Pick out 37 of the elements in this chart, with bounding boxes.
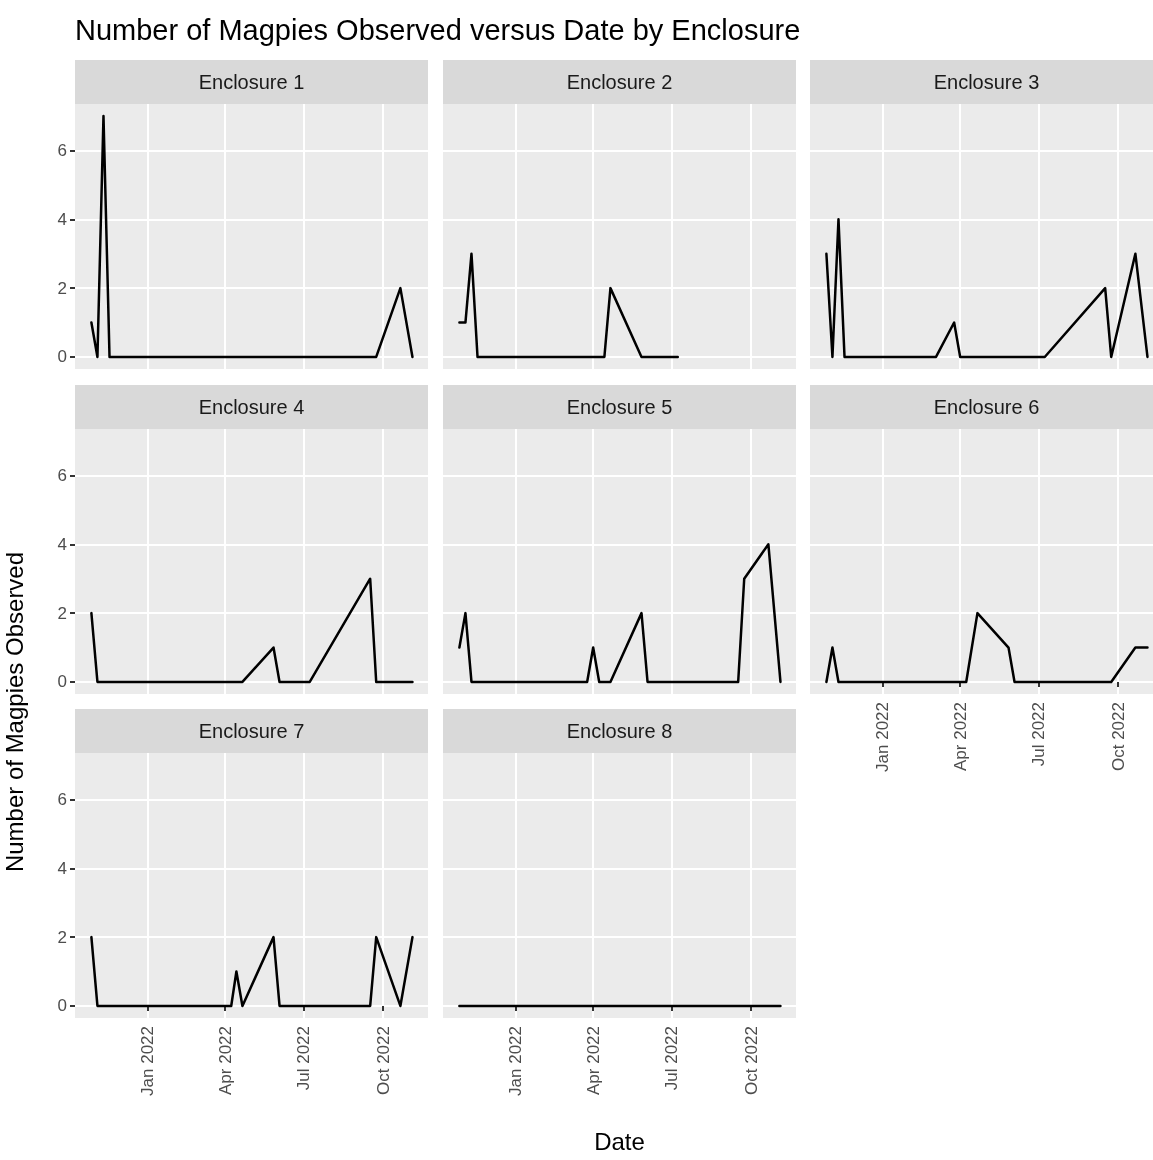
- x-tick-label: Jan 2022: [873, 702, 892, 772]
- y-tick-label: 2: [57, 603, 67, 623]
- chart-subtitle: Enclosure 1: [75, 60, 428, 104]
- x-tick-label: Apr 2022: [583, 1026, 603, 1095]
- x-tick-label: Oct 2022: [1108, 702, 1128, 771]
- y-tick-label: 0: [57, 996, 67, 1016]
- x-tick-label: Oct 2022: [741, 1026, 761, 1095]
- y-tick-label: 4: [57, 534, 67, 554]
- x-tick-label: Jul 2022: [1029, 702, 1049, 767]
- y-axis-title: Number of Magpies Observed: [1, 551, 29, 873]
- y-tick-label: 6: [57, 789, 67, 809]
- y-tick-label: 6: [57, 465, 67, 485]
- chart-subtitle: Enclosure 5: [443, 385, 796, 429]
- x-tick-label: Jan 2022: [138, 1026, 157, 1096]
- chart-subtitle: Enclosure 4: [75, 385, 428, 429]
- y-tick-label: 0: [57, 672, 67, 692]
- x-tick-label: Jul 2022: [294, 1026, 314, 1091]
- line-series: [90, 114, 414, 359]
- chart-subtitle: Enclosure 2: [443, 60, 796, 104]
- y-tick-label: 2: [57, 927, 67, 947]
- x-tick-label: Oct 2022: [373, 1026, 393, 1095]
- y-tick-label: 4: [57, 209, 67, 229]
- x-tick-label: Apr 2022: [215, 1026, 235, 1095]
- y-tick-label: 6: [57, 140, 67, 160]
- y-tick-label: 4: [57, 858, 67, 878]
- chart-subtitle: Enclosure 3: [810, 60, 1153, 104]
- x-axis-title: Date: [594, 1128, 645, 1155]
- x-tick-label: Jan 2022: [506, 1026, 525, 1096]
- x-tick-label: Apr 2022: [950, 702, 970, 771]
- chart-subtitle: Enclosure 7: [75, 709, 428, 753]
- y-tick-label: 2: [57, 278, 67, 298]
- chart-title: Number of Magpies Observed versus Date by Enclosure: [75, 14, 801, 47]
- line-series: [90, 577, 414, 684]
- x-tick-label: Jul 2022: [662, 1026, 682, 1091]
- chart-subtitle: Enclosure 6: [810, 385, 1153, 429]
- y-tick-label: 0: [57, 347, 67, 367]
- chart-subtitle: Enclosure 8: [443, 709, 796, 753]
